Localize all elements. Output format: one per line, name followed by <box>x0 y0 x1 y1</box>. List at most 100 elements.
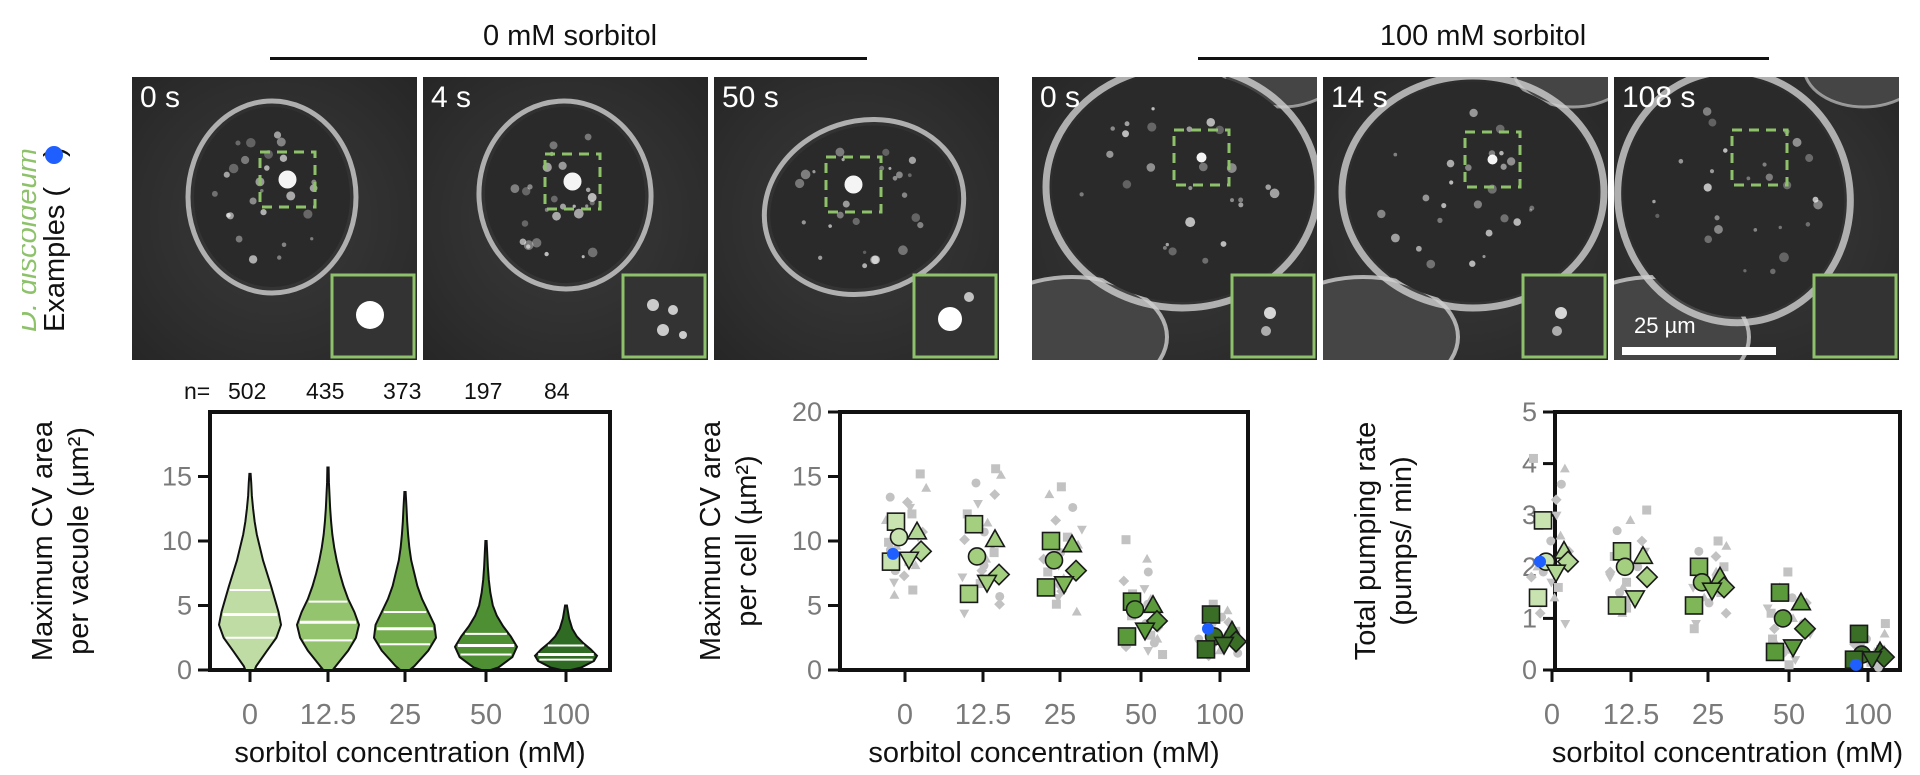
contractile-vacuole <box>278 170 297 189</box>
percell-replicate-mean <box>984 528 1006 548</box>
chart-scatter-per-cell: 0 5 10 15 20 0 12.5 25 50 100 sorbitol concentrati… <box>660 397 1280 775</box>
zoom-inset <box>912 273 998 359</box>
pumping-ytick-label: 5 <box>1522 397 1537 427</box>
percell-cell-point <box>1143 567 1153 577</box>
neighbor-cell <box>1804 77 1899 109</box>
violin-body <box>372 490 438 671</box>
organelle <box>228 163 239 174</box>
organelle <box>1709 169 1715 174</box>
violin-xtick-label: 25 <box>389 699 421 731</box>
percell-xlabel: sorbitol concentration (mM) <box>868 737 1219 769</box>
organelle <box>1778 225 1782 230</box>
organelle <box>1151 107 1155 111</box>
pumping-replicate-mean <box>1773 609 1793 628</box>
pumping-cell-point <box>1880 619 1890 629</box>
organelle <box>1529 208 1533 212</box>
percell-replicate-mean <box>1053 575 1075 595</box>
organelle <box>550 195 558 203</box>
violin-xtick-label: 12.5 <box>300 699 356 731</box>
organelle <box>1765 173 1773 181</box>
organelle <box>527 184 533 190</box>
cell-body <box>484 107 646 283</box>
contractile-vacuole <box>1196 152 1207 163</box>
organelle <box>1238 197 1244 203</box>
percell-cell-point <box>1149 638 1159 648</box>
organelle <box>1437 217 1443 223</box>
organelle <box>1449 180 1454 185</box>
organelle <box>908 156 917 164</box>
percell-cell-point <box>884 537 894 547</box>
organelle <box>264 165 270 171</box>
organelle <box>521 220 529 227</box>
organelle <box>835 147 845 157</box>
n-count: 373 <box>383 378 422 404</box>
pumping-replicate-mean <box>1689 557 1709 577</box>
organelle <box>1110 126 1115 131</box>
organelle <box>276 137 286 147</box>
organelle <box>246 138 256 148</box>
organelle <box>1393 152 1398 157</box>
percell-cell-point <box>1146 630 1156 640</box>
inset-vacuole <box>356 301 384 329</box>
organelle <box>223 171 230 178</box>
pumping-plot-frame <box>1553 410 1902 672</box>
pumping-cell-point <box>1528 453 1538 463</box>
organelle <box>1202 257 1209 264</box>
inset-vacuole <box>1555 307 1567 319</box>
percell-cell-point <box>1158 650 1168 660</box>
percell-replicate-mean <box>1036 578 1056 597</box>
micrograph <box>185 98 416 359</box>
organelle <box>532 238 542 248</box>
violin-ylabel-line: per vacuole (µm²) <box>63 427 95 655</box>
chart-violin-per-vacuole: 0 5 10 15 0 12.5 25 50 100 sorbitol concentration… <box>0 400 640 775</box>
organelle <box>1426 259 1436 269</box>
micrograph <box>1032 77 1317 360</box>
organelle <box>522 187 531 196</box>
organelle <box>552 211 561 221</box>
timepoint-label: 108 s <box>1622 81 1696 114</box>
pumping-cell-point <box>1549 592 1560 602</box>
percell-cell-point <box>975 579 985 589</box>
organelle <box>862 250 867 254</box>
organelle <box>852 217 860 226</box>
timepoint-label: 4 s <box>431 81 472 114</box>
percell-replicate-mean <box>906 520 928 540</box>
cell <box>1338 77 1608 312</box>
organelle <box>1188 185 1193 191</box>
organelle <box>1746 176 1751 181</box>
percell-cell-point <box>957 573 968 583</box>
percell-replicate-mean <box>959 584 979 604</box>
percell-cell-point <box>971 478 981 488</box>
organelle <box>1469 260 1476 267</box>
percell-cell-point <box>910 560 921 570</box>
pumping-cell-point <box>1622 603 1632 613</box>
examples-text: Examples ( ) <box>39 147 70 332</box>
roi-box <box>824 155 883 214</box>
organelle <box>211 190 218 197</box>
violin-xlabel: sorbitol concentration (mM) <box>234 737 585 769</box>
organelle <box>1482 254 1486 259</box>
percell-cell-point <box>905 503 916 513</box>
cell-membrane <box>1338 77 1608 312</box>
inset-vacuole <box>1552 326 1562 336</box>
organelle <box>260 209 267 216</box>
organelle <box>1507 157 1516 166</box>
organelle <box>1714 225 1723 234</box>
percell-xtick-label: 0 <box>897 699 913 731</box>
cell-membrane <box>761 116 967 298</box>
percell-cell-point <box>1121 535 1131 545</box>
organelle <box>1655 213 1660 218</box>
organelle <box>1168 247 1177 256</box>
organelle <box>279 154 288 162</box>
percell-cell-point <box>989 548 999 558</box>
pumping-cell-point <box>1784 660 1794 670</box>
pumping-ytick-label: 4 <box>1522 449 1537 479</box>
violin-ytick-label: 15 <box>162 462 192 492</box>
organelle <box>587 247 598 258</box>
pumping-replicate-mean <box>1612 542 1632 561</box>
pumping-cell-point <box>1783 567 1793 577</box>
percell-cell-point <box>962 509 972 519</box>
percell-replicate-mean <box>1061 533 1083 553</box>
pumping-cell-point <box>1787 593 1797 603</box>
pumping-replicate-mean <box>1533 511 1553 530</box>
